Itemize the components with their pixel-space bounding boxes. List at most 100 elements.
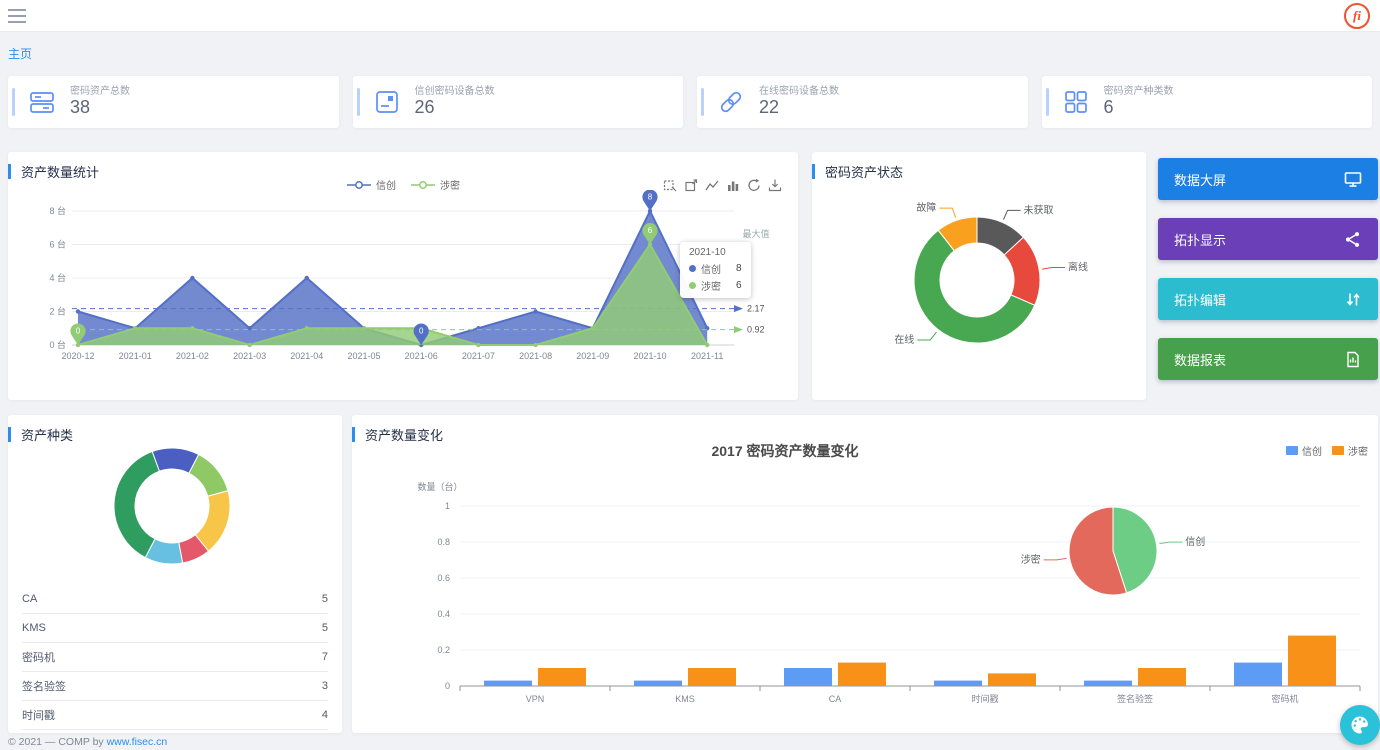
trend-area-chart[interactable]: 0 台 2 台 4 台 6 台 8 台 2020-12 2021-01 2021-02 2021… <box>8 190 792 366</box>
svg-text:签名验签: 签名验签 <box>1117 693 1153 704</box>
svg-text:2021-03: 2021-03 <box>233 351 266 361</box>
topology-edit-button[interactable]: 拓扑编辑 <box>1158 278 1378 320</box>
legend-item-shemi[interactable]: 涉密 <box>1332 443 1368 458</box>
svg-text:8: 8 <box>648 193 653 202</box>
legend-item-xinchuang[interactable]: 信创 <box>346 177 396 192</box>
stat-card-xinchuang-devices: 信创密码设备总数 26 <box>352 76 683 128</box>
stat-value: 38 <box>70 97 91 118</box>
svg-text:2 台: 2 台 <box>49 306 66 317</box>
hamburger-menu-icon[interactable] <box>8 9 26 23</box>
data-report-button[interactable]: 数据报表 <box>1158 338 1378 380</box>
restore-icon[interactable] <box>747 178 761 192</box>
bar-chart-toggle-icon[interactable] <box>726 178 740 192</box>
panel-title: 资产数量变化 <box>352 415 1378 444</box>
panel-asset-count-statistics: 资产数量统计 信创 涉密 <box>8 152 798 400</box>
svg-text:密码机: 密码机 <box>1271 693 1298 704</box>
svg-text:信创: 信创 <box>1185 535 1205 548</box>
svg-text:CA: CA <box>829 694 842 704</box>
svg-text:2021-09: 2021-09 <box>576 351 609 361</box>
svg-text:2021-08: 2021-08 <box>519 351 552 361</box>
chart-toolbox <box>663 178 782 192</box>
stat-value: 6 <box>1103 97 1114 118</box>
list-item: 签名验签 3 <box>22 672 328 701</box>
series-dot <box>689 282 696 289</box>
panel-title: 密码资产状态 <box>812 152 1146 181</box>
svg-text:2021-04: 2021-04 <box>290 351 323 361</box>
series-dot <box>689 265 696 272</box>
panel-title: 资产数量统计 <box>8 152 798 181</box>
line-chart-toggle-icon[interactable] <box>705 178 719 192</box>
bar-chart-2017[interactable]: 0 0.2 0.4 0.6 0.8 1 数量（台） VPN KMS CA 时间戳 签名验签 密码机 信创涉… <box>352 460 1378 730</box>
data-bigscreen-button[interactable]: 数据大屏 <box>1158 158 1378 200</box>
list-item: 密码机 7 <box>22 643 328 672</box>
topology-edit-icon <box>1346 292 1360 306</box>
title-accent-bar <box>352 427 355 442</box>
legend-item-xinchuang[interactable]: 信创 <box>1286 443 1322 458</box>
svg-text:2021-02: 2021-02 <box>176 351 209 361</box>
asset-type-list: CA 5 KMS 5 密码机 7 签名验签 3 时间戳 4 <box>22 585 328 730</box>
title-accent-bar <box>8 164 11 179</box>
button-label: 拓扑显示 <box>1174 232 1227 248</box>
device-card-icon <box>375 91 398 113</box>
stat-label: 密码资产总数 <box>70 85 130 97</box>
card-accent-bar <box>356 88 360 116</box>
svg-text:2020-12: 2020-12 <box>61 351 94 361</box>
top-navbar: fi <box>0 0 1380 32</box>
svg-text:离线: 离线 <box>1068 260 1088 273</box>
svg-text:1: 1 <box>445 501 450 511</box>
trend-legend: 信创 涉密 <box>8 177 798 192</box>
fisec-logo: fi <box>1344 3 1370 29</box>
svg-text:0 台: 0 台 <box>49 339 66 350</box>
legend-swatch <box>1332 446 1344 455</box>
svg-text:0.4: 0.4 <box>437 609 450 619</box>
card-accent-bar <box>12 88 15 116</box>
svg-text:2021-10: 2021-10 <box>633 351 666 361</box>
svg-text:故障: 故障 <box>916 201 936 214</box>
svg-text:0.6: 0.6 <box>437 573 450 583</box>
svg-text:时间戳: 时间戳 <box>971 693 998 704</box>
stat-value: 26 <box>414 97 435 118</box>
svg-text:2021-06: 2021-06 <box>405 351 438 361</box>
stat-card-total-assets: 密码资产总数 38 <box>8 76 339 128</box>
chart-tooltip: 2021-10 信创 8 涉密 6 <box>680 242 751 298</box>
panel-asset-types: 资产种类 CA 5 KMS 5 密码机 7 签名验签 3 时间戳 4 <box>8 415 342 733</box>
tooltip-row: 信创 8 <box>689 261 742 276</box>
marquee-zoom-icon[interactable] <box>663 178 677 192</box>
report-file-icon <box>1347 351 1359 367</box>
tooltip-row: 涉密 6 <box>689 278 742 293</box>
legend-item-shemi[interactable]: 涉密 <box>410 177 460 192</box>
save-image-icon[interactable] <box>768 178 782 192</box>
footer: © 2021 — COMP by www.fisec.cn <box>8 736 168 748</box>
stat-value: 22 <box>759 97 780 118</box>
theme-palette-button[interactable] <box>1340 705 1380 745</box>
stat-label: 在线密码设备总数 <box>759 85 839 97</box>
svg-text:涉密: 涉密 <box>1021 553 1041 566</box>
types-donut-chart[interactable] <box>8 445 340 585</box>
button-label: 数据大屏 <box>1174 172 1227 188</box>
svg-text:数量（台）: 数量（台） <box>417 481 462 492</box>
topology-display-button[interactable]: 拓扑显示 <box>1158 218 1378 260</box>
svg-text:在线: 在线 <box>894 333 914 346</box>
breadcrumb-home[interactable]: 主页 <box>8 47 33 61</box>
svg-text:4 台: 4 台 <box>49 272 66 283</box>
server-stack-icon <box>30 92 54 113</box>
zoom-reset-icon[interactable] <box>684 178 698 192</box>
monitor-icon <box>1344 171 1362 187</box>
footer-link[interactable]: www.fisec.cn <box>106 736 168 748</box>
chart-title: 2017 密码资产数量变化 <box>711 443 859 459</box>
list-item: 时间戳 4 <box>22 701 328 730</box>
svg-text:0: 0 <box>445 681 450 691</box>
legend-swatch <box>1286 446 1298 455</box>
line-series-icon <box>411 180 435 189</box>
svg-text:0.92: 0.92 <box>747 325 765 335</box>
svg-text:0: 0 <box>76 327 81 336</box>
title-accent-bar <box>8 427 11 442</box>
panel-title: 资产种类 <box>8 415 342 444</box>
stat-cards-row: 密码资产总数 38 信创密码设备总数 26 在线密码设备总数 22 <box>8 76 1372 128</box>
panel-asset-status: 密码资产状态 未获取 离线 在线 故障 <box>812 152 1146 400</box>
svg-text:2021-11: 2021-11 <box>691 351 723 361</box>
card-accent-bar <box>1045 88 1049 116</box>
svg-text:2021-07: 2021-07 <box>462 351 495 361</box>
button-label: 数据报表 <box>1174 352 1227 368</box>
